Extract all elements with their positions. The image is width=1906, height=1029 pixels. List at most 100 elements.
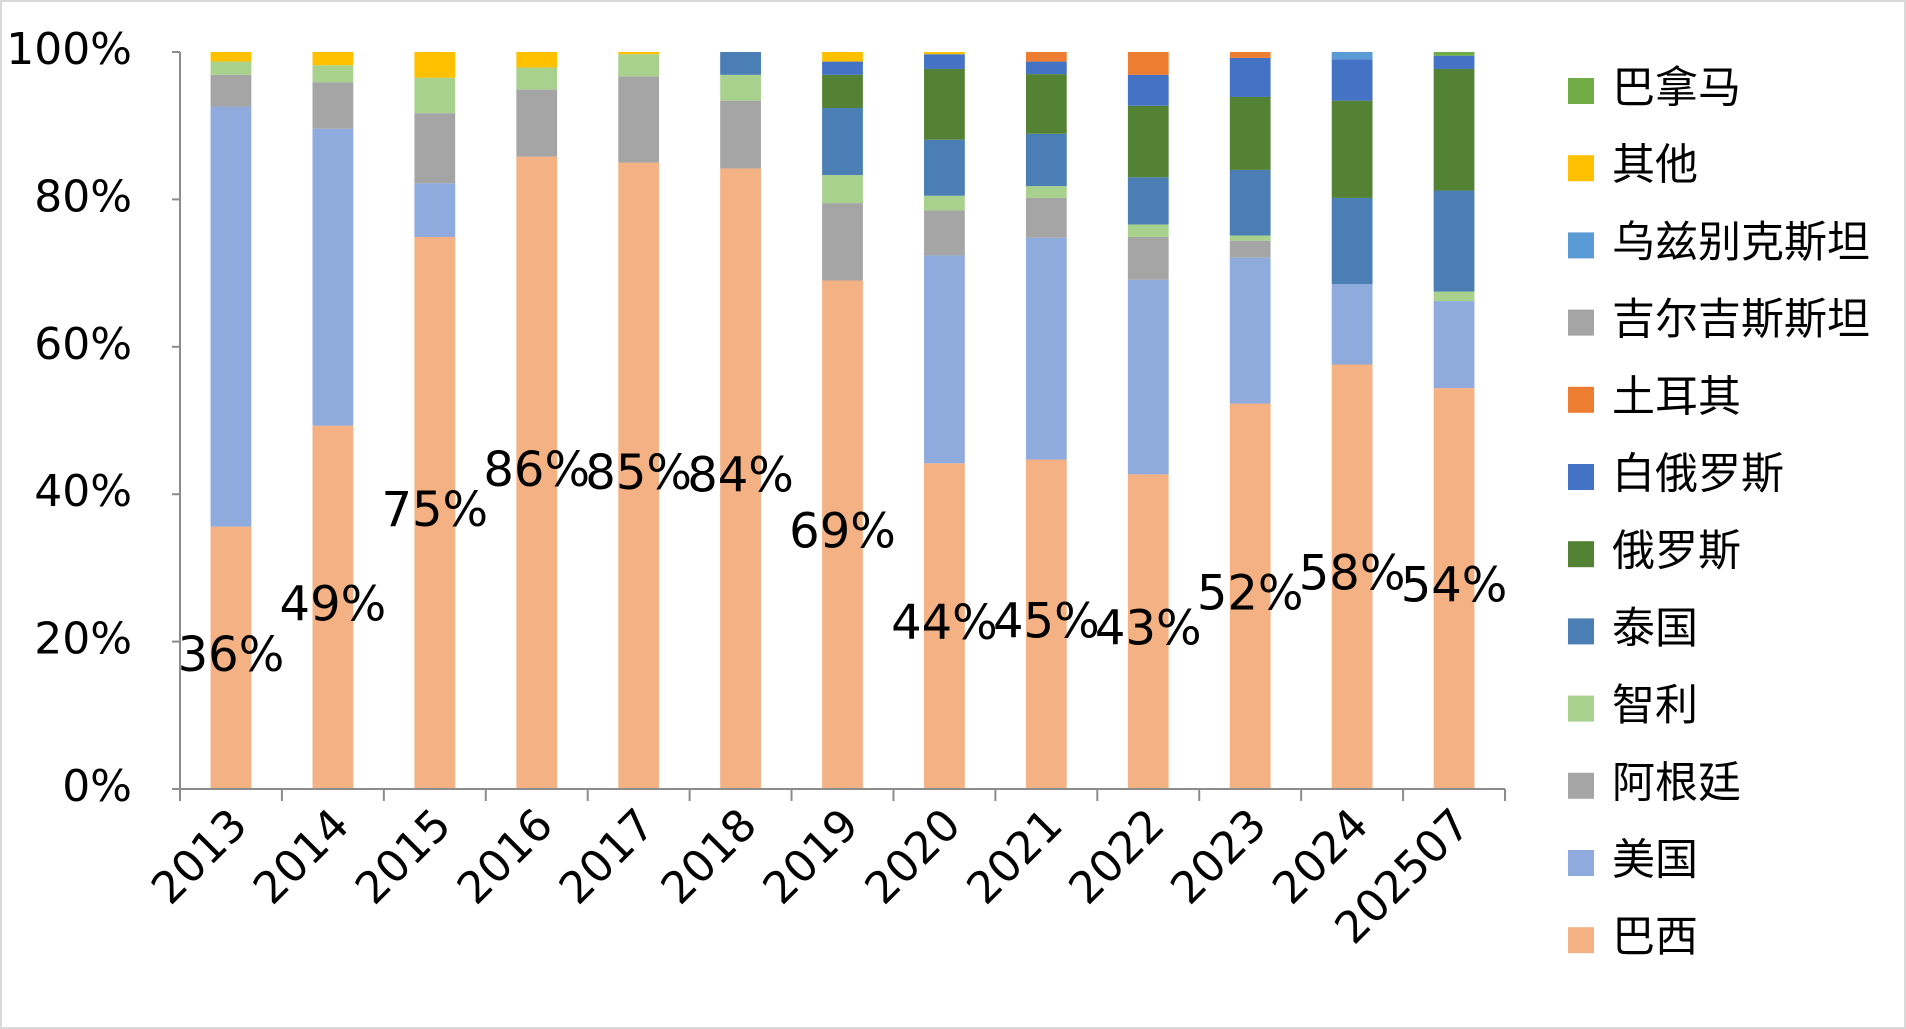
bar-segment xyxy=(210,52,252,62)
legend-label: 智利 xyxy=(1612,681,1698,731)
data-label: 54% xyxy=(1401,558,1508,614)
legend-swatch xyxy=(1568,78,1594,104)
bar-segment xyxy=(1025,459,1067,789)
legend-swatch xyxy=(1568,464,1594,490)
y-tick-label: 80% xyxy=(34,171,132,222)
bar-segment xyxy=(1127,236,1169,280)
bar-segment xyxy=(618,52,660,55)
bar-segment xyxy=(1025,237,1067,460)
bar-segment xyxy=(1229,57,1271,97)
data-label: 85% xyxy=(585,445,692,501)
bar-segment xyxy=(720,74,761,101)
bar-segment xyxy=(1433,301,1475,389)
legend-label: 阿根廷 xyxy=(1612,758,1741,808)
bar-segment xyxy=(1331,100,1373,198)
bar-segment xyxy=(210,106,252,527)
bar-segment xyxy=(924,195,965,211)
bar-segment xyxy=(1025,133,1067,187)
legend-swatch xyxy=(1568,386,1594,413)
bar-segment xyxy=(312,128,354,426)
bar-segment xyxy=(210,61,252,75)
bar-segment xyxy=(312,52,354,66)
bar-segment xyxy=(924,68,965,140)
bar-segment xyxy=(1433,291,1475,302)
bar-segment xyxy=(1433,388,1475,789)
legend-label: 土耳其 xyxy=(1612,372,1741,422)
legend-swatch xyxy=(1568,695,1594,722)
legend-label: 泰国 xyxy=(1612,604,1698,654)
bar-segment xyxy=(1127,177,1169,225)
bar-segment xyxy=(1229,240,1271,258)
data-label: 45% xyxy=(993,593,1100,649)
bar-segment xyxy=(414,183,456,237)
legend-swatch xyxy=(1568,232,1594,259)
bar-segment xyxy=(924,52,965,55)
data-label: 52% xyxy=(1197,565,1304,621)
data-label: 84% xyxy=(687,448,794,504)
bar-segment xyxy=(1127,279,1169,475)
bar-segment xyxy=(1127,224,1169,237)
bar-segment xyxy=(414,236,456,789)
y-tick-label: 60% xyxy=(34,319,132,370)
data-label: 69% xyxy=(789,504,896,560)
bar-segment xyxy=(1025,52,1067,62)
bar-segment xyxy=(1433,68,1475,191)
data-label: 75% xyxy=(381,482,488,538)
legend-label: 俄罗斯 xyxy=(1612,527,1741,577)
bar-segment xyxy=(1433,52,1475,56)
data-label: 49% xyxy=(280,576,387,632)
bar-segment xyxy=(720,52,761,75)
y-tick-label: 0% xyxy=(62,761,132,812)
bar-segment xyxy=(1229,169,1271,236)
y-tick-label: 40% xyxy=(34,466,132,517)
legend-label: 巴西 xyxy=(1612,913,1698,963)
legend-label: 巴拿马 xyxy=(1612,64,1741,114)
bar-segment xyxy=(414,52,456,78)
bar-segment xyxy=(210,526,252,789)
bar-segment xyxy=(210,74,252,107)
legend-label: 美国 xyxy=(1612,836,1698,886)
bar-segment xyxy=(924,255,965,464)
bar-segment xyxy=(1229,96,1271,170)
bar-segment xyxy=(822,61,863,75)
bar-segment xyxy=(1127,474,1169,789)
data-label: 58% xyxy=(1299,546,1406,602)
bar-segment xyxy=(1331,284,1373,365)
bar-segment xyxy=(1229,235,1271,241)
bar-segment xyxy=(1025,61,1067,75)
bar-segment xyxy=(1331,52,1373,60)
bar-segment xyxy=(516,156,558,790)
bar-segment xyxy=(924,54,965,69)
legend-swatch xyxy=(1568,155,1594,182)
y-tick-label: 100% xyxy=(6,24,132,75)
legend-label: 乌兹别克斯坦 xyxy=(1612,218,1870,268)
legend-swatch xyxy=(1568,850,1594,876)
bar-segment xyxy=(1025,197,1067,238)
bar-segment xyxy=(1229,257,1271,404)
bar-segment xyxy=(822,175,863,204)
bar-segment xyxy=(1229,403,1271,789)
bar-segment xyxy=(1331,197,1373,285)
bar-segment xyxy=(516,67,558,90)
bar-segment xyxy=(1331,364,1373,789)
bar-segment xyxy=(924,210,965,256)
bar-segment xyxy=(924,139,965,196)
bar-segment xyxy=(1127,52,1169,75)
data-label: 44% xyxy=(891,595,998,651)
legend-swatch xyxy=(1568,927,1594,954)
legend-swatch xyxy=(1568,541,1594,568)
bar-segment xyxy=(618,162,660,790)
y-tick-label: 20% xyxy=(34,614,132,665)
legend-label: 其他 xyxy=(1612,141,1698,191)
data-label: 43% xyxy=(1095,601,1202,657)
data-label: 36% xyxy=(178,627,285,683)
bar-segment xyxy=(414,77,456,114)
bar-segment xyxy=(1331,59,1373,101)
bar-segment xyxy=(312,82,354,129)
bar-segment xyxy=(1229,52,1271,58)
legend-label: 白俄罗斯 xyxy=(1612,450,1784,500)
bar-segment xyxy=(312,425,354,789)
legend-label: 吉尔吉斯斯坦 xyxy=(1612,295,1870,345)
bar-segment xyxy=(1433,190,1475,292)
